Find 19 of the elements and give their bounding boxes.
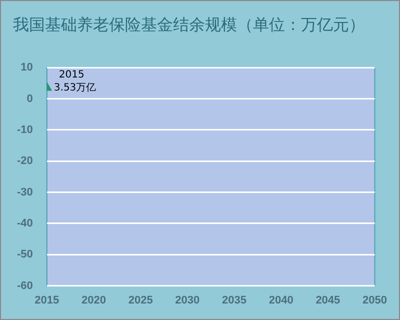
y-tick-label: 0 [26, 92, 33, 105]
y-tick-label: -60 [16, 280, 33, 292]
x-tick-label: 2040 [268, 294, 294, 306]
x-tick-label: 2035 [222, 294, 246, 306]
x-tick-label: 2025 [128, 294, 153, 306]
annotation: 2015 [58, 69, 84, 80]
y-tick-label: -50 [16, 248, 33, 261]
chart-title: 我国基础养老保险基金结余规模（单位：万亿元） [13, 15, 366, 36]
x-tick-label: 2045 [316, 294, 340, 306]
y-tick-label: -10 [16, 124, 33, 136]
y-tick-label: -30 [16, 186, 33, 198]
data-label: 3.53万亿 [54, 82, 96, 94]
y-tick-label: -40 [16, 217, 33, 230]
x-tick-label: 2015 [34, 294, 60, 306]
y-tick-label: -20 [16, 155, 33, 168]
x-tick-label: 2020 [81, 294, 106, 306]
x-tick-label: 2030 [175, 294, 200, 306]
x-tick-label: 2050 [362, 294, 388, 306]
y-tick-label: 10 [20, 62, 33, 74]
